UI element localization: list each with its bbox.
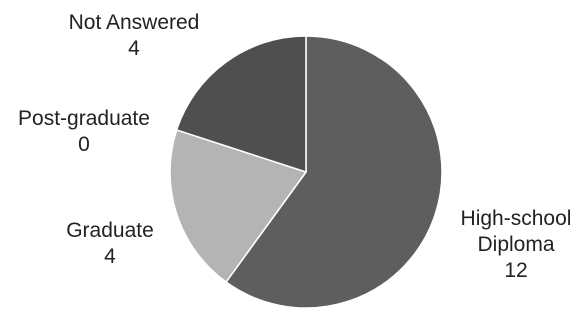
- pie-slice-high-school-diploma: [225, 35, 443, 309]
- pie-value-graduate: 4: [104, 245, 116, 268]
- pie-value-not-answered: 4: [128, 37, 140, 60]
- pie-slice-not-answered: [175, 35, 307, 173]
- pie-label-high-school-diploma: High-school Diploma 12: [461, 207, 572, 282]
- pie-label-not-answered: Not Answered 4: [69, 11, 200, 60]
- pie-slices: [169, 35, 443, 309]
- pie-category-graduate: Graduate: [66, 219, 154, 242]
- pie-category-high-school-diploma: Diploma: [477, 233, 554, 256]
- pie-slice-graduate: [169, 129, 307, 283]
- pie-label-post-graduate: Post-graduate 0: [18, 107, 150, 156]
- pie-category-high-school-diploma: High-school: [461, 207, 572, 230]
- pie-value-high-school-diploma: 12: [504, 259, 527, 282]
- pie-category-not-answered: Not Answered: [69, 11, 200, 34]
- pie-value-post-graduate: 0: [78, 133, 90, 156]
- pie-labels: High-school Diploma 12 Graduate 4 Post-gradua…: [18, 11, 571, 282]
- pie-category-post-graduate: Post-graduate: [18, 107, 150, 130]
- pie-label-graduate: Graduate 4: [66, 219, 154, 268]
